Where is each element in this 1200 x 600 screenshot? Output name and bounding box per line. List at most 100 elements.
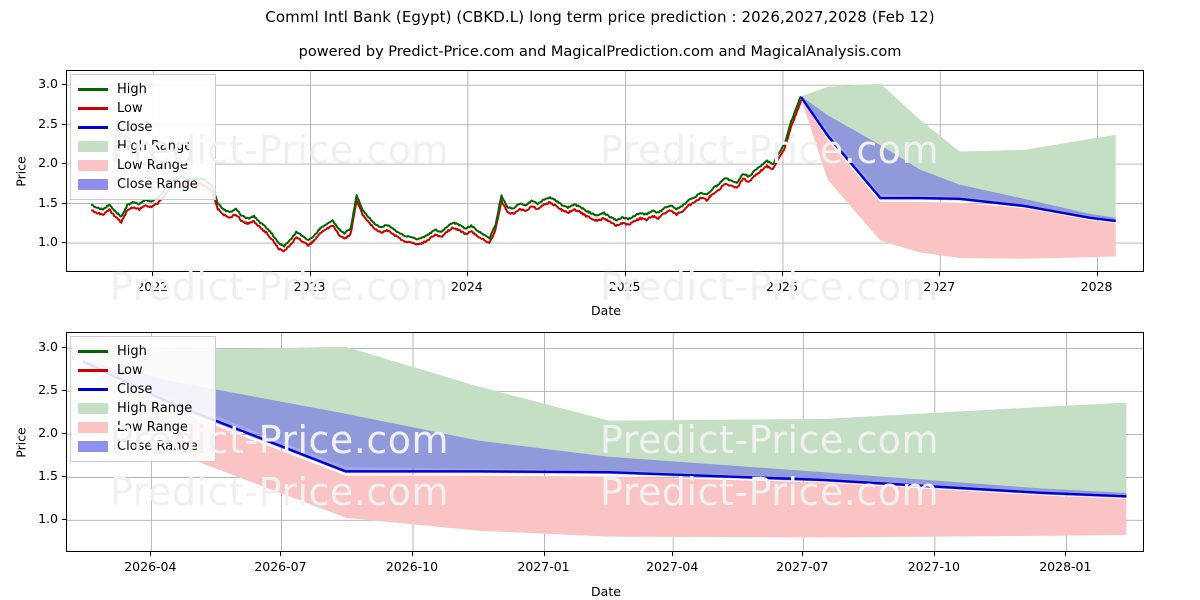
page-title: Comml Intl Bank (Egypt) (CBKD.L) long te… [265,8,935,26]
legend-item-close-range[interactable]: Close Range [78,175,207,194]
legend-item-label: Close [117,120,153,135]
y-tick-label: 1.0 [38,511,58,527]
y-tick-label: 2.5 [38,382,58,398]
x-tick-mark [280,552,282,556]
forecast-detail-plot-area [66,332,1144,552]
legend-item-low[interactable]: Low [78,361,207,380]
x-tick-mark [1065,552,1067,556]
y-tick-mark [62,390,66,392]
forecast-detail-legend: High Low Close High Range Low Range Close Ran… [70,336,216,462]
band-close-range [801,96,1116,223]
legend-swatch-icon [78,141,108,152]
band-close-range [82,360,1127,498]
x-tick-mark [781,272,783,276]
x-tick-mark [150,552,152,556]
x-tick-label: 2027-01 [517,559,570,574]
x-tick-label: 2026-07 [254,559,307,574]
x-tick-label: 2028 [1080,279,1113,294]
x-tick-label: 2028-01 [1039,559,1092,574]
y-tick-mark [62,476,66,478]
y-tick-label: 2.0 [38,425,58,441]
y-tick-label: 2.5 [38,115,58,131]
overview-legend: High Low Close High Range Low Range Close Ran… [70,74,216,200]
legend-item-label: High [117,82,147,97]
legend-item-label: Close [117,382,153,397]
page-subtitle: powered by Predict-Price.com and Magical… [298,44,902,60]
overview-x-axis-label: Date [591,303,621,318]
x-tick-mark [466,272,468,276]
x-tick-mark [309,272,311,276]
y-tick-mark [62,202,66,204]
overview-y-axis-label: Price [13,156,29,187]
x-tick-mark [624,272,626,276]
legend-swatch-icon [78,179,108,190]
y-tick-label: 1.5 [38,194,58,210]
legend-swatch-icon [78,350,108,353]
overview-plot-area [66,70,1144,272]
y-tick-mark [62,163,66,165]
legend-swatch-icon [78,369,108,372]
legend-item-label: Close Range [117,439,198,454]
forecast-x-axis-label: Date [591,584,621,599]
x-tick-label: 2023 [293,279,326,294]
legend-item-high[interactable]: High [78,80,207,99]
forecast-y-axis-label: Price [13,427,29,458]
y-tick-mark [62,123,66,125]
legend-item-label: High Range [117,139,193,154]
legend-item-low[interactable]: Low [78,99,207,118]
legend-item-high[interactable]: High [78,342,207,361]
legend-swatch-icon [78,126,108,129]
legend-swatch-icon [78,160,108,171]
x-tick-label: 2027 [923,279,956,294]
legend-item-close[interactable]: Close [78,380,207,399]
x-tick-mark [543,552,545,556]
x-tick-mark [672,552,674,556]
legend-item-label: High [117,344,147,359]
x-tick-label: 2025 [608,279,641,294]
x-tick-label: 2027-04 [646,559,699,574]
legend-swatch-icon [78,441,108,452]
band-low-range [82,362,1127,538]
legend-swatch-icon [78,388,108,391]
y-tick-label: 2.0 [38,155,58,171]
y-tick-mark [62,519,66,521]
y-tick-mark [62,347,66,349]
legend-item-label: Low Range [117,158,188,173]
y-tick-mark [62,242,66,244]
forecast-detail-chart-svg [67,333,1143,551]
series-close [800,96,1116,223]
x-tick-mark [939,272,941,276]
legend-swatch-icon [78,403,108,414]
x-tick-label: 2026-04 [124,559,177,574]
legend-item-close[interactable]: Close [78,118,207,137]
legend-item-label: Close Range [117,177,198,192]
legend-item-low-range[interactable]: Low Range [78,418,207,437]
legend-swatch-icon [78,107,108,110]
legend-item-close-range[interactable]: Close Range [78,437,207,456]
x-tick-mark [152,272,154,276]
x-tick-mark [1096,272,1098,276]
x-tick-label: 2027-07 [776,559,829,574]
x-tick-mark [802,552,804,556]
overview-chart-svg [67,71,1143,271]
legend-item-high-range[interactable]: High Range [78,137,207,156]
y-tick-label: 1.5 [38,468,58,484]
legend-item-label: Low [117,363,143,378]
x-tick-mark [933,552,935,556]
x-tick-mark [411,552,413,556]
y-tick-label: 1.0 [38,234,58,250]
x-tick-label: 2022 [136,279,169,294]
x-tick-label: 2026 [766,279,798,294]
legend-item-low-range[interactable]: Low Range [78,156,207,175]
legend-item-label: Low Range [117,420,188,435]
x-tick-label: 2024 [450,279,483,294]
y-tick-mark [62,84,66,86]
x-tick-label: 2027-10 [907,559,960,574]
overview-panel: Price Date 1.0 1.5 2.0 2.5 3.0 2022 2023 2024 20… [13,70,1144,318]
y-tick-label: 3.0 [38,339,58,355]
forecast-detail-panel: Price Date 1.0 1.5 2.0 2.5 3.0 2026-04 2026-07… [0,320,1200,600]
y-tick-mark [62,433,66,435]
legend-swatch-icon [78,88,108,91]
legend-item-high-range[interactable]: High Range [78,399,207,418]
